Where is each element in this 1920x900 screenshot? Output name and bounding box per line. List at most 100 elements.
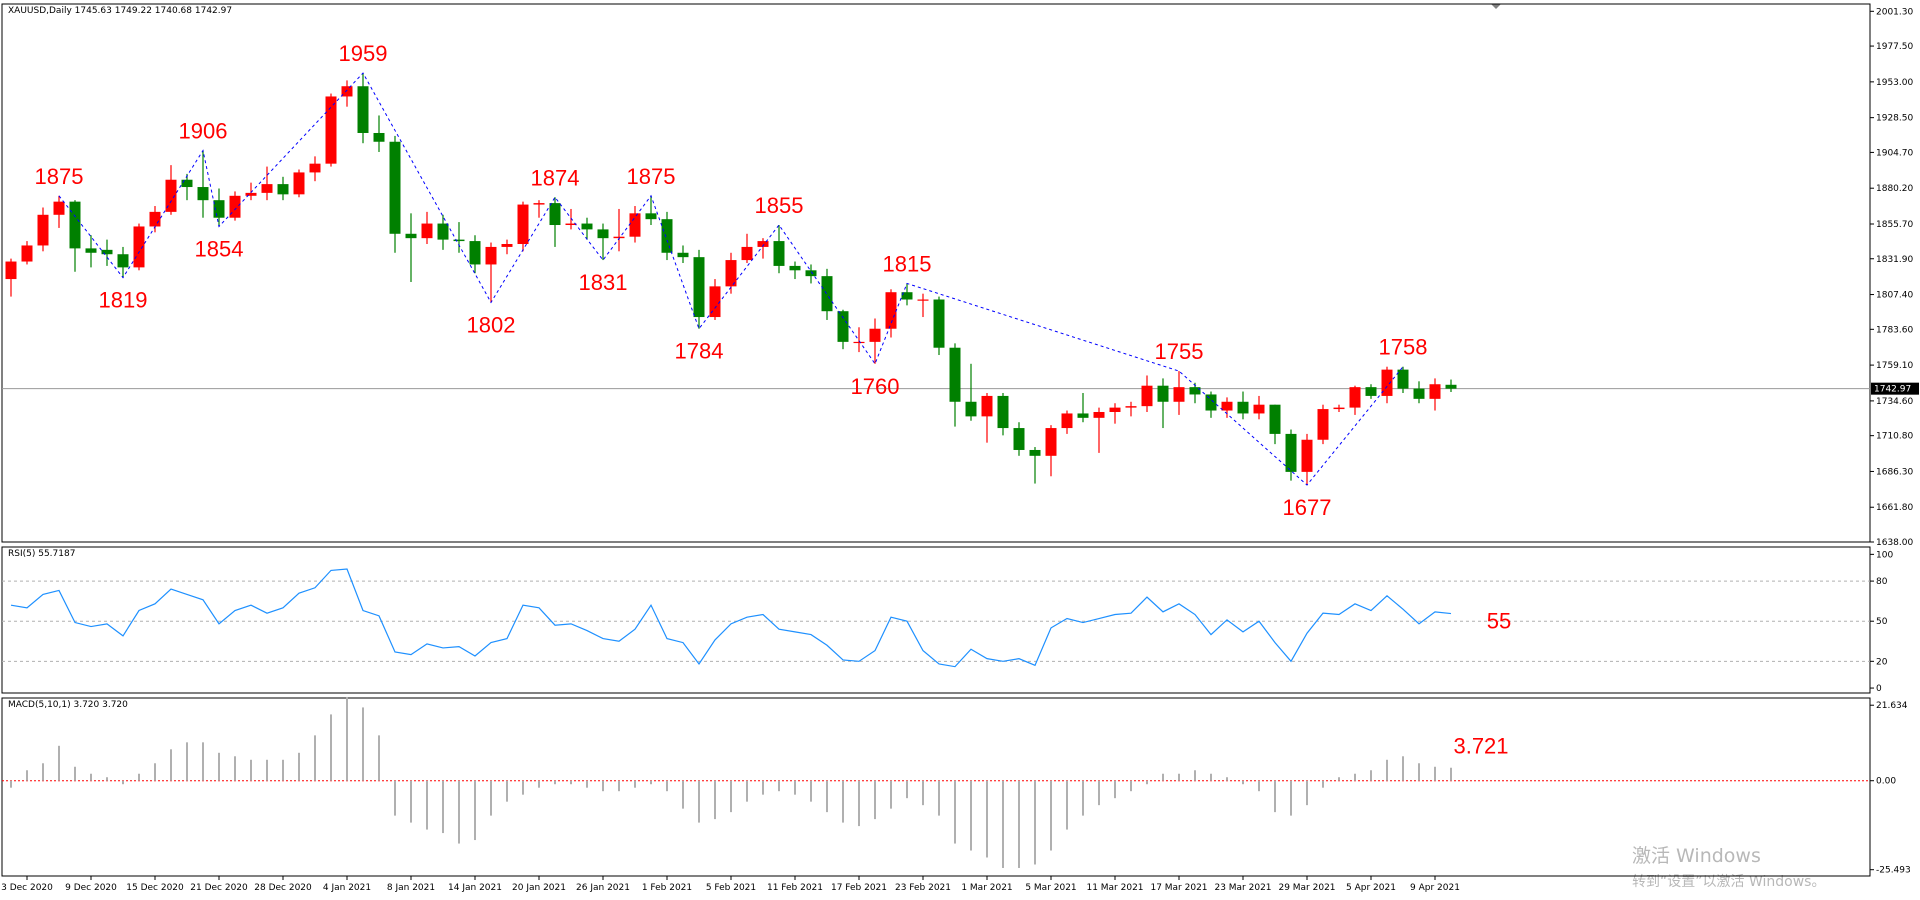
x-tick-label: 20 Jan 2021: [512, 883, 566, 893]
candle-body: [101, 249, 113, 255]
x-tick-label: 1 Mar 2021: [961, 883, 1012, 893]
swing-label: 1815: [883, 251, 932, 276]
y-tick-label: 100: [1876, 550, 1893, 560]
y-tick-label: 1953.00: [1876, 78, 1913, 88]
rsi-annotation: 55: [1487, 609, 1511, 634]
candle-body: [917, 299, 929, 301]
candle-body: [581, 223, 593, 230]
candle-body: [373, 132, 385, 142]
candle-body: [1189, 387, 1201, 395]
x-tick-label: 9 Apr 2021: [1410, 883, 1460, 893]
x-tick-label: 11 Feb 2021: [767, 883, 823, 893]
candle-body: [773, 241, 785, 266]
x-tick-label: 26 Jan 2021: [576, 883, 630, 893]
candle-body: [501, 244, 513, 247]
y-tick-label: 1928.50: [1876, 114, 1913, 124]
y-tick-label: 20: [1876, 657, 1888, 667]
x-tick-label: 3 Dec 2020: [1, 883, 53, 893]
current-price-label: 1742.97: [1874, 385, 1911, 395]
candle-body: [197, 187, 209, 201]
y-tick-label: 50: [1876, 617, 1888, 627]
candle-body: [1269, 404, 1281, 434]
candle-body: [1429, 384, 1441, 399]
candle-body: [1413, 388, 1425, 399]
macd-annotation: 3.721: [1453, 734, 1508, 759]
candle-body: [1157, 385, 1169, 402]
candle-body: [997, 395, 1009, 429]
y-tick-label: 0.00: [1876, 777, 1896, 787]
candle-body: [1013, 428, 1025, 450]
y-tick-label: 1734.60: [1876, 397, 1913, 407]
y-tick-label: 1710.80: [1876, 432, 1913, 442]
candle-body: [165, 179, 177, 212]
y-tick-label: 0: [1876, 684, 1882, 694]
swing-label: 1959: [339, 41, 388, 66]
candle-body: [757, 241, 769, 247]
x-tick-label: 8 Jan 2021: [387, 883, 435, 893]
pane-title: RSI(5) 55.7187: [8, 549, 75, 559]
candle-body: [1301, 439, 1313, 472]
y-tick-label: 21.634: [1876, 701, 1908, 711]
candle-body: [1141, 385, 1153, 407]
x-tick-label: 9 Dec 2020: [65, 883, 117, 893]
candle-body: [1381, 369, 1393, 396]
y-tick-label: 1855.70: [1876, 220, 1913, 230]
candle-body: [869, 328, 881, 342]
y-tick-label: -25.493: [1876, 866, 1911, 876]
swing-label: 1874: [531, 165, 580, 190]
y-tick-label: 2001.30: [1876, 7, 1913, 17]
swing-label: 1854: [195, 236, 244, 261]
candle-body: [613, 236, 625, 239]
candle-body: [53, 201, 65, 215]
x-tick-label: 14 Jan 2021: [448, 883, 502, 893]
candle-body: [69, 201, 81, 249]
y-tick-label: 80: [1876, 577, 1888, 587]
candle-body: [1061, 413, 1073, 429]
pane-frame: [1, 697, 1871, 877]
candle-body: [117, 254, 129, 268]
candle-body: [1093, 411, 1105, 418]
candle-body: [421, 223, 433, 239]
pane-title: XAUUSD,Daily 1745.63 1749.22 1740.68 174…: [8, 6, 232, 16]
candle-body: [1285, 433, 1297, 472]
candle-body: [85, 248, 97, 253]
candle-body: [837, 311, 849, 342]
shift-marker: [1491, 4, 1501, 9]
zigzag: [58, 72, 1404, 486]
x-tick-label: 21 Dec 2020: [190, 883, 248, 893]
x-tick-label: 17 Feb 2021: [831, 883, 887, 893]
candle-body: [469, 241, 481, 265]
candle-body: [357, 86, 369, 133]
x-tick-label: 4 Jan 2021: [323, 883, 371, 893]
candle-body: [213, 200, 225, 218]
swing-label: 1677: [1283, 495, 1332, 520]
candle-body: [309, 163, 321, 173]
candle-body: [1333, 407, 1345, 410]
candle-body: [1221, 401, 1233, 411]
candle-body: [693, 257, 705, 318]
candle-body: [1125, 406, 1137, 408]
y-tick-label: 1904.70: [1876, 148, 1913, 158]
x-tick-label: 5 Apr 2021: [1346, 883, 1396, 893]
candle-body: [645, 213, 657, 220]
candle-body: [565, 223, 577, 226]
x-tick-label: 1 Feb 2021: [642, 883, 692, 893]
candle-body: [965, 401, 977, 417]
y-tick-label: 1759.10: [1876, 361, 1913, 371]
candle-body: [533, 203, 545, 205]
candle-body: [5, 261, 17, 280]
candle-body: [1173, 387, 1185, 402]
candle-body: [1445, 384, 1457, 389]
candle-body: [949, 347, 961, 402]
swing-label: 1784: [675, 339, 724, 364]
candle-body: [1253, 404, 1265, 414]
candle-body: [1029, 449, 1041, 456]
candle-body: [805, 270, 817, 277]
pane-frame: [1, 546, 1871, 694]
candle-body: [37, 214, 49, 246]
candle-body: [1045, 428, 1057, 456]
watermark-title: 激活 Windows: [1632, 845, 1761, 867]
swing-label: 1855: [755, 193, 804, 218]
y-tick-label: 1661.80: [1876, 503, 1913, 513]
